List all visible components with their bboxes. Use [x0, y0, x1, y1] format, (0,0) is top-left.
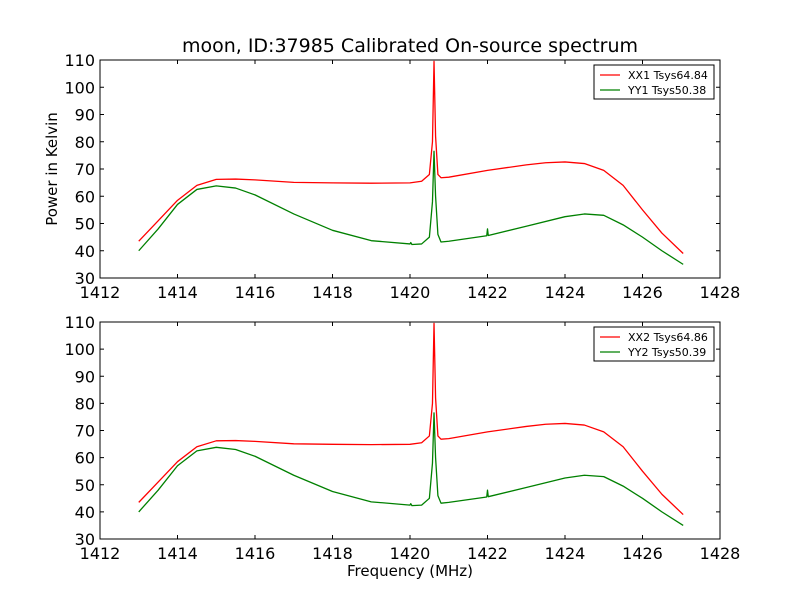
- legend-label: XX2 Tsys64.86: [628, 331, 708, 344]
- legend: XX2 Tsys64.86 YY2 Tsys50.39: [593, 326, 715, 362]
- x-tick-label: 1422: [467, 544, 508, 563]
- series-line-xx: [138, 60, 684, 254]
- x-tick-label: 1420: [390, 283, 431, 302]
- x-tick-label: 1426: [622, 283, 663, 302]
- x-tick-label: 1414: [157, 544, 198, 563]
- legend-label: YY2 Tsys50.39: [627, 346, 706, 359]
- y-tick-label: 110: [64, 313, 95, 332]
- y-axis-label: Power in Kelvin: [43, 112, 61, 226]
- y-tick-label: 30: [75, 530, 95, 549]
- plot-panel-top: 1412 1414 1416 1418 1420 1422 1424 1426 1428 30 40…: [64, 51, 740, 302]
- x-tick-label: 1412: [80, 283, 121, 302]
- y-tick-label: 80: [75, 394, 95, 413]
- x-tick-label: 1414: [157, 283, 198, 302]
- x-tick-label: 1420: [390, 544, 431, 563]
- y-tick-label: 70: [75, 422, 95, 441]
- x-tick-label: 1424: [545, 544, 586, 563]
- y-tick-label: 30: [75, 269, 95, 288]
- x-tick-label: 1428: [700, 544, 741, 563]
- x-tick-label: 1418: [312, 283, 353, 302]
- x-tick-label: 1428: [700, 283, 741, 302]
- legend-label: XX1 Tsys64.84: [628, 69, 708, 82]
- series-line-yy: [138, 150, 684, 265]
- y-tick-label: 80: [75, 133, 95, 152]
- x-tick-label: 1422: [467, 283, 508, 302]
- series-line-xx: [138, 322, 684, 516]
- plot-panel-bottom: 1412 1414 1416 1418 1420 1422 1424 1426 1428 30 40…: [64, 313, 740, 563]
- y-tick-label: 40: [75, 503, 95, 522]
- chart-title: moon, ID:37985 Calibrated On-source spec…: [182, 35, 638, 57]
- y-tick-label: 60: [75, 449, 95, 468]
- y-tick-label: 70: [75, 160, 95, 179]
- x-tick-label: 1426: [622, 544, 663, 563]
- y-tick-label: 100: [64, 340, 95, 359]
- legend-label: YY1 Tsys50.38: [627, 84, 706, 97]
- y-tick-label: 50: [75, 476, 95, 495]
- x-tick-label: 1418: [312, 544, 353, 563]
- x-tick-label: 1412: [80, 544, 121, 563]
- x-tick-label: 1416: [235, 544, 276, 563]
- legend-box: [593, 64, 715, 100]
- y-tick-label: 40: [75, 242, 95, 261]
- y-tick-label: 100: [64, 78, 95, 97]
- legend: XX1 Tsys64.84 YY1 Tsys50.38: [593, 64, 715, 100]
- y-tick-label: 50: [75, 215, 95, 234]
- y-tick-label: 110: [64, 51, 95, 70]
- x-tick-label: 1424: [545, 283, 586, 302]
- y-tick-label: 90: [75, 367, 95, 386]
- y-tick-label: 90: [75, 106, 95, 125]
- x-axis-label: Frequency (MHz): [347, 562, 473, 580]
- x-tick-label: 1416: [235, 283, 276, 302]
- legend-box: [593, 326, 715, 362]
- series-line-yy: [138, 412, 684, 526]
- y-tick-label: 60: [75, 187, 95, 206]
